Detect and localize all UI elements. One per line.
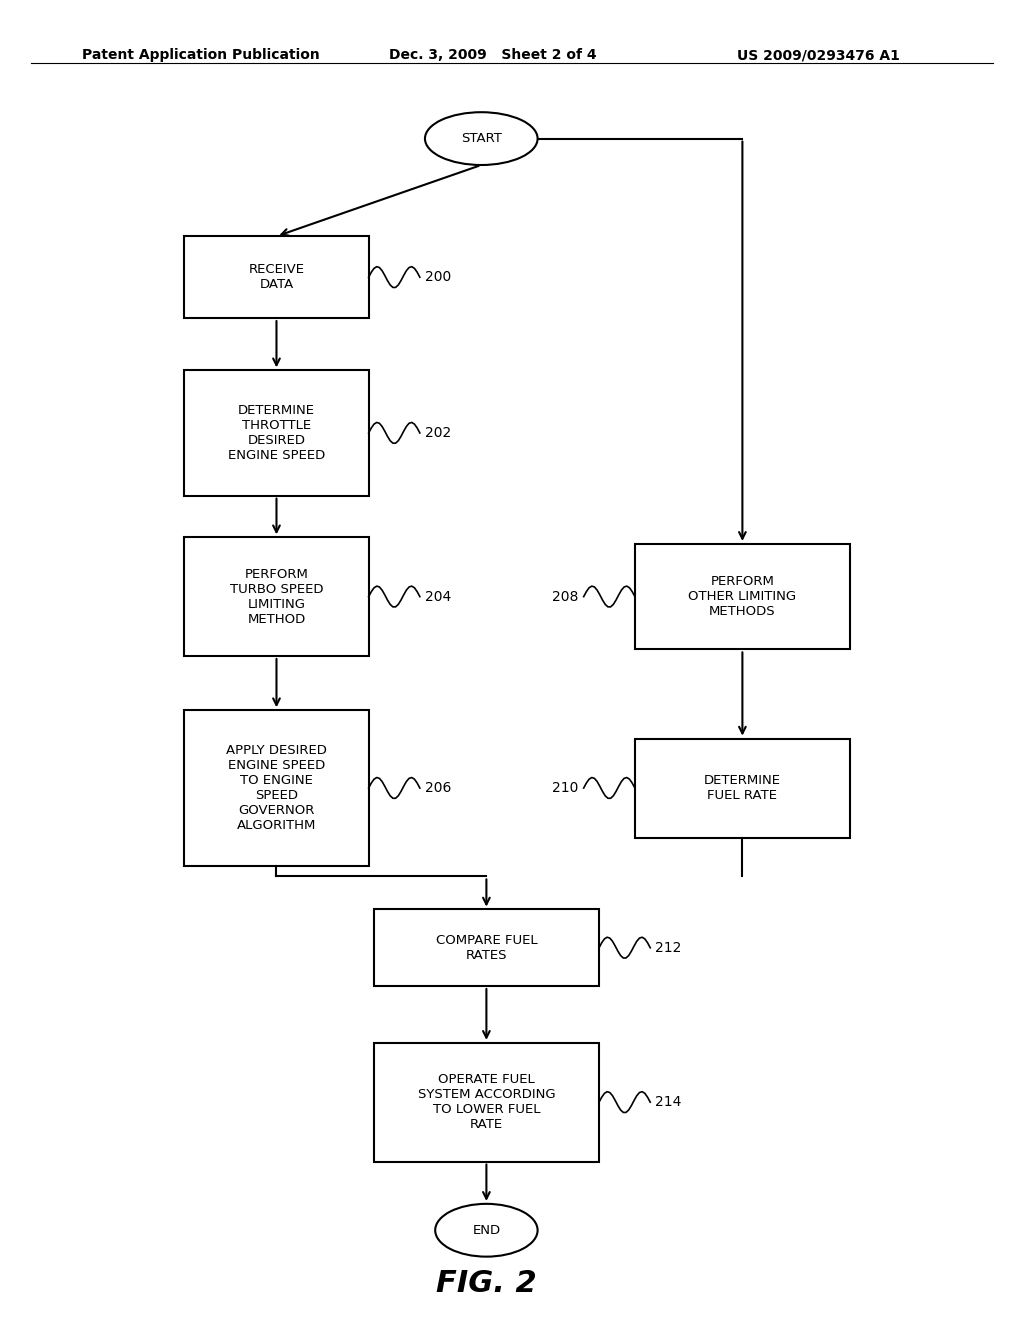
- FancyBboxPatch shape: [184, 537, 369, 656]
- FancyBboxPatch shape: [184, 370, 369, 495]
- Text: 206: 206: [425, 781, 452, 795]
- FancyBboxPatch shape: [184, 710, 369, 866]
- Text: 210: 210: [552, 781, 579, 795]
- Text: 202: 202: [425, 426, 452, 440]
- FancyBboxPatch shape: [184, 236, 369, 318]
- FancyBboxPatch shape: [635, 544, 850, 649]
- FancyBboxPatch shape: [374, 909, 599, 986]
- Text: PERFORM
TURBO SPEED
LIMITING
METHOD: PERFORM TURBO SPEED LIMITING METHOD: [229, 568, 324, 626]
- Text: COMPARE FUEL
RATES: COMPARE FUEL RATES: [435, 933, 538, 962]
- Text: RECEIVE
DATA: RECEIVE DATA: [249, 263, 304, 292]
- Ellipse shape: [435, 1204, 538, 1257]
- Text: 204: 204: [425, 590, 452, 603]
- Text: PERFORM
OTHER LIMITING
METHODS: PERFORM OTHER LIMITING METHODS: [688, 576, 797, 618]
- Text: 212: 212: [655, 941, 682, 954]
- Ellipse shape: [425, 112, 538, 165]
- Text: US 2009/0293476 A1: US 2009/0293476 A1: [737, 49, 900, 62]
- Text: APPLY DESIRED
ENGINE SPEED
TO ENGINE
SPEED
GOVERNOR
ALGORITHM: APPLY DESIRED ENGINE SPEED TO ENGINE SPE…: [226, 744, 327, 832]
- Text: OPERATE FUEL
SYSTEM ACCORDING
TO LOWER FUEL
RATE: OPERATE FUEL SYSTEM ACCORDING TO LOWER F…: [418, 1073, 555, 1131]
- Text: 214: 214: [655, 1096, 682, 1109]
- Text: FIG. 2: FIG. 2: [436, 1269, 537, 1298]
- Text: Patent Application Publication: Patent Application Publication: [82, 49, 319, 62]
- Text: DETERMINE
FUEL RATE: DETERMINE FUEL RATE: [703, 774, 781, 803]
- Text: Dec. 3, 2009   Sheet 2 of 4: Dec. 3, 2009 Sheet 2 of 4: [389, 49, 597, 62]
- FancyBboxPatch shape: [635, 739, 850, 837]
- Text: 208: 208: [552, 590, 579, 603]
- FancyBboxPatch shape: [374, 1043, 599, 1162]
- Text: DETERMINE
THROTTLE
DESIRED
ENGINE SPEED: DETERMINE THROTTLE DESIRED ENGINE SPEED: [228, 404, 325, 462]
- Text: END: END: [472, 1224, 501, 1237]
- Text: START: START: [461, 132, 502, 145]
- Text: 200: 200: [425, 271, 452, 284]
